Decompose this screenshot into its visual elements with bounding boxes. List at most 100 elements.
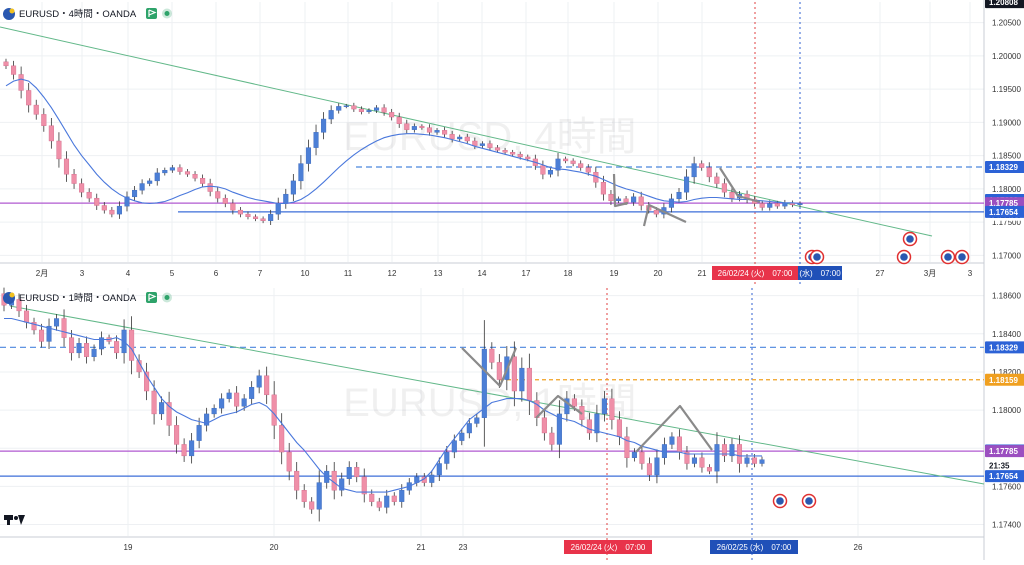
chart-pane-1h[interactable]: EURUSD, 1時間 1.18600 1.18400 1.18200 1.18000 1… — [0, 284, 1024, 560]
moving-average-line — [5, 78, 801, 205]
candle-body — [196, 425, 202, 441]
pattern-drawing[interactable] — [635, 404, 713, 453]
candle-body — [38, 329, 45, 342]
candle-body — [389, 112, 395, 118]
chart-header[interactable]: EURUSD・4時間・OANDA — [3, 8, 172, 20]
chart-header[interactable]: EURUSD・1時間・OANDA — [3, 292, 172, 304]
candle-body — [541, 417, 547, 434]
candle — [279, 413, 285, 465]
candle — [496, 354, 502, 388]
event-flag-icon[interactable] — [954, 249, 970, 265]
chart-4h-svg[interactable]: EURUSD, 4時間1.205001.200001.195001.190001… — [0, 0, 1024, 284]
event-flag-icon[interactable] — [809, 249, 825, 265]
candle-body — [676, 191, 682, 200]
candle — [56, 132, 62, 168]
candle-body — [549, 432, 555, 445]
time-tag-box — [798, 266, 842, 280]
candle-body — [286, 451, 292, 472]
event-flag-icon[interactable] — [772, 493, 788, 509]
trendline[interactable] — [0, 26, 933, 237]
price-tag-label: 1.17785 — [989, 447, 1018, 456]
pattern-drawing[interactable] — [461, 347, 518, 388]
candle-body — [23, 310, 30, 323]
price-tag-box — [985, 445, 1024, 458]
candle — [346, 461, 352, 485]
chart-pane-4h[interactable]: EURUSD, 4時間1.205001.200001.195001.190001… — [0, 0, 1024, 284]
candle — [260, 216, 266, 224]
candle-body — [309, 501, 315, 510]
time-tick-label: 19 — [610, 269, 619, 278]
candle — [339, 472, 345, 497]
event-flag-icon[interactable] — [902, 231, 918, 247]
pattern-drawing[interactable] — [642, 203, 687, 227]
time-tag: 26/02/24 (火) 07:00 — [564, 540, 652, 554]
candle — [321, 112, 327, 140]
price-tag-label: 1.18329 — [989, 163, 1018, 172]
chart-title[interactable]: EURUSD・4時間・OANDA — [19, 9, 137, 20]
pattern-drawing[interactable] — [612, 173, 629, 208]
candle-body — [351, 105, 357, 110]
event-flag-icon[interactable] — [896, 249, 912, 265]
pattern-drawing[interactable] — [535, 394, 583, 419]
candle-body — [563, 158, 569, 162]
candle — [305, 139, 312, 172]
candle-body — [540, 165, 546, 175]
trendline[interactable] — [9, 305, 985, 485]
time-tick-label: 27 — [876, 269, 885, 278]
price-tag-label: 1.18159 — [989, 376, 1018, 385]
candle-body — [343, 105, 349, 107]
candle — [373, 105, 380, 114]
candle-body — [714, 444, 720, 472]
candle-body — [653, 209, 659, 215]
time-tag-label: 26/02/25 (水) 07:00 — [717, 542, 792, 552]
candle-body — [358, 108, 364, 112]
candle-body — [555, 158, 561, 171]
candle-body — [101, 205, 107, 211]
price-tag-label: 1.17785 — [989, 199, 1018, 208]
event-flag-icon[interactable] — [801, 493, 817, 509]
market-flag-glyph — [148, 9, 157, 17]
candle-body — [691, 163, 697, 178]
candle — [33, 99, 39, 120]
candle — [343, 103, 349, 109]
time-tick-label: 12 — [388, 269, 397, 278]
candle-body — [638, 196, 644, 206]
candle-body — [76, 343, 82, 354]
candle-body — [79, 183, 85, 193]
candle — [429, 470, 435, 488]
candle — [601, 391, 607, 422]
candle — [631, 193, 637, 206]
candle-body — [714, 176, 720, 184]
candle — [442, 127, 448, 138]
candle-body — [313, 132, 319, 148]
price-tick-label: 1.17600 — [992, 482, 1021, 491]
candle — [668, 193, 674, 213]
candle-body — [411, 126, 417, 130]
candle-body — [271, 394, 277, 426]
candles — [1, 287, 765, 522]
time-tick-label: 19 — [124, 543, 133, 552]
chart-title[interactable]: EURUSD・1時間・OANDA — [19, 293, 137, 304]
chart-1h-svg[interactable]: EURUSD, 1時間 1.18600 1.18400 1.18200 1.18000 1… — [0, 284, 1024, 560]
candle — [54, 313, 60, 331]
event-flag-icon[interactable] — [940, 249, 956, 265]
candle — [222, 194, 228, 208]
candle — [669, 432, 675, 449]
candle-body — [751, 457, 758, 464]
candle-body — [16, 299, 22, 312]
candle — [646, 457, 652, 482]
candle-body — [56, 140, 62, 160]
time-tick-label: 18 — [564, 269, 573, 278]
price-tick-label: 1.20000 — [992, 52, 1021, 61]
candle — [189, 433, 195, 464]
candle — [245, 211, 251, 220]
pattern-drawing[interactable] — [719, 167, 761, 204]
candle — [426, 124, 433, 136]
candle — [714, 172, 720, 188]
candle-body — [684, 451, 690, 464]
candle-body — [729, 191, 735, 199]
candle — [449, 130, 455, 143]
candle-body — [381, 107, 387, 113]
candle-body — [328, 110, 334, 120]
